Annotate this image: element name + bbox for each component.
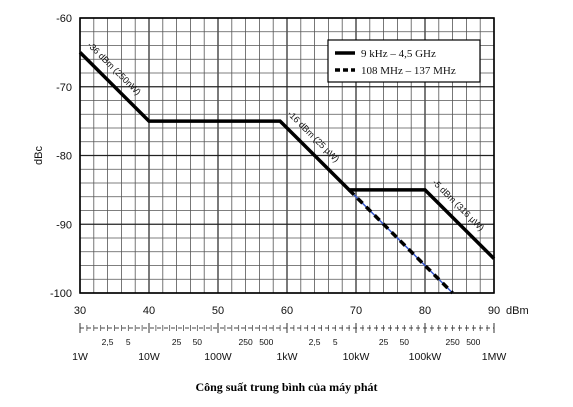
- axis-layer: -60 -70 -80 -90 -100 dBc 30 40 50 60 70 80 90 dBm 2,5 5…: [33, 13, 529, 363]
- power-major-label: 10W: [138, 351, 160, 363]
- power-minor-label: 25: [379, 337, 389, 347]
- x-tick-label: 50: [212, 305, 224, 317]
- x-tick-label: 40: [143, 305, 155, 317]
- power-minor-label: 500: [259, 337, 273, 347]
- power-minor-label: 2,5: [309, 337, 321, 347]
- y-tick-label: -80: [56, 151, 72, 163]
- x-tick-label: 60: [281, 305, 293, 317]
- power-minor-label: 500: [466, 337, 480, 347]
- chart: -36 dBm (250nW)-16 dBm (25 µW)-5 dBm (31…: [33, 13, 529, 363]
- power-major-label: 100kW: [409, 351, 442, 363]
- y-tick-label: -70: [56, 82, 72, 94]
- legend: 9 kHz – 4,5 GHz 108 MHz – 137 MHz: [327, 39, 481, 83]
- x-tick-label: 70: [350, 305, 362, 317]
- power-major-label: 100W: [204, 351, 232, 363]
- power-minor-label: 5: [333, 337, 338, 347]
- x-axis-label: dBm: [506, 305, 529, 317]
- series-line-2: [347, 188, 454, 295]
- series-line-1: [78, 51, 496, 260]
- legend-label: 108 MHz – 137 MHz: [361, 65, 456, 77]
- y-tick-label: -100: [50, 288, 72, 300]
- power-minor-label: 50: [400, 337, 410, 347]
- power-minor-label: 250: [239, 337, 253, 347]
- legend-label: 9 kHz – 4,5 GHz: [361, 48, 436, 60]
- power-minor-label: 25: [172, 337, 182, 347]
- power-minor-label: 2,5: [102, 337, 114, 347]
- x-tick-label: 30: [74, 305, 86, 317]
- power-minor-label: 5: [126, 337, 131, 347]
- chart-caption: Công suất trung bình của máy phát: [195, 380, 378, 394]
- x-tick-label: 90: [488, 305, 500, 317]
- y-tick-label: -60: [56, 13, 72, 25]
- y-axis-label: dBc: [33, 146, 45, 165]
- y-tick-label: -90: [56, 219, 72, 231]
- plot-border: [79, 17, 495, 294]
- power-major-label: 1MW: [482, 351, 507, 363]
- legend-box: [327, 39, 481, 83]
- x-tick-label: 80: [419, 305, 431, 317]
- power-minor-label: 250: [446, 337, 460, 347]
- power-minor-label: 50: [193, 337, 203, 347]
- power-major-label: 1W: [72, 351, 88, 363]
- series-layer: [78, 51, 496, 295]
- power-major-label: 10kW: [343, 351, 370, 363]
- power-major-label: 1kW: [277, 351, 298, 363]
